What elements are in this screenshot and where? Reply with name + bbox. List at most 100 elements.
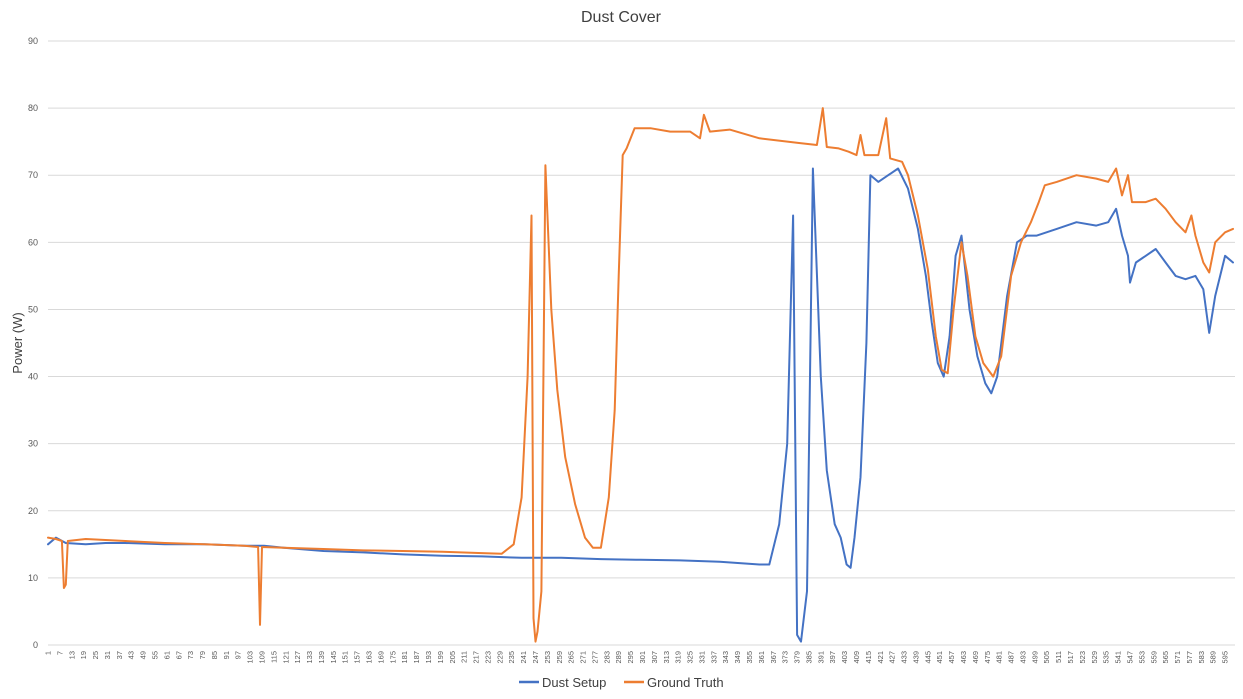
x-tick-label: 439	[911, 651, 920, 664]
x-axis-ticks: 1 7 13 19 25 31 37 43 49 55 61 67 73 79 85 91 97 103 109 11…	[44, 651, 1230, 664]
x-tick-label: 463	[959, 651, 968, 664]
x-tick-label: 127	[293, 651, 302, 664]
x-tick-label: 97	[234, 651, 243, 659]
x-tick-label: 379	[793, 651, 802, 664]
y-tick-label: 60	[28, 237, 38, 247]
x-tick-label: 361	[757, 651, 766, 664]
x-tick-label: 325	[686, 651, 695, 664]
x-tick-label: 565	[1161, 651, 1170, 664]
x-tick-label: 7	[55, 651, 64, 655]
x-tick-label: 397	[828, 651, 837, 664]
x-tick-label: 505	[1042, 651, 1051, 664]
x-tick-label: 457	[947, 651, 956, 664]
x-tick-label: 163	[365, 651, 374, 664]
y-tick-label: 70	[28, 170, 38, 180]
x-tick-label: 169	[376, 651, 385, 664]
chart-title: Dust Cover	[581, 9, 662, 26]
x-tick-label: 415	[864, 651, 873, 664]
series-lines	[47, 107, 1234, 643]
x-tick-label: 517	[1066, 651, 1075, 664]
x-tick-label: 445	[923, 651, 932, 664]
x-tick-label: 319	[674, 651, 683, 664]
x-tick-label: 67	[174, 651, 183, 659]
gridlines	[48, 40, 1235, 646]
x-tick-label: 421	[876, 651, 885, 664]
y-tick-label: 40	[28, 372, 38, 382]
x-tick-label: 595	[1221, 651, 1230, 664]
x-tick-label: 1	[44, 651, 53, 655]
x-tick-label: 241	[519, 651, 528, 664]
x-tick-label: 337	[709, 651, 718, 664]
x-tick-label: 211	[460, 651, 469, 663]
x-tick-label: 283	[602, 651, 611, 664]
x-tick-label: 313	[662, 651, 671, 664]
series-line-ground-truth	[47, 107, 1234, 643]
x-tick-label: 433	[900, 651, 909, 664]
x-tick-label: 403	[840, 651, 849, 664]
x-tick-label: 571	[1173, 651, 1182, 664]
x-tick-label: 115	[269, 651, 278, 663]
y-tick-label: 10	[28, 573, 38, 583]
x-tick-label: 217	[472, 651, 481, 664]
x-tick-label: 541	[1114, 651, 1123, 664]
x-tick-label: 469	[971, 651, 980, 664]
series-line-dust-setup	[47, 167, 1234, 643]
x-tick-label: 559	[1149, 651, 1158, 664]
x-tick-label: 187	[412, 651, 421, 664]
y-tick-label: 30	[28, 439, 38, 449]
y-tick-label: 20	[28, 506, 38, 516]
x-tick-label: 307	[650, 651, 659, 664]
y-axis-ticks: 0 10 20 30 40 50 60 70 80 90	[28, 36, 38, 650]
legend-label: Ground Truth	[647, 675, 724, 690]
x-tick-label: 205	[448, 651, 457, 664]
x-tick-label: 265	[567, 651, 576, 664]
x-tick-label: 487	[1007, 651, 1016, 664]
x-tick-label: 55	[151, 651, 160, 659]
y-tick-label: 50	[28, 304, 38, 314]
x-tick-label: 31	[103, 651, 112, 659]
x-tick-label: 481	[995, 651, 1004, 664]
x-tick-label: 43	[127, 651, 136, 659]
x-tick-label: 223	[483, 651, 492, 664]
x-tick-label: 49	[139, 651, 148, 659]
x-tick-label: 247	[531, 651, 540, 664]
x-tick-label: 391	[816, 651, 825, 664]
x-tick-label: 301	[638, 651, 647, 664]
x-tick-label: 367	[769, 651, 778, 664]
x-tick-label: 181	[400, 651, 409, 664]
x-tick-label: 511	[1054, 651, 1063, 663]
x-tick-label: 85	[210, 651, 219, 659]
x-tick-label: 589	[1209, 651, 1218, 664]
x-tick-label: 547	[1125, 651, 1134, 664]
legend-label: Dust Setup	[542, 675, 606, 690]
x-tick-label: 109	[258, 651, 267, 664]
y-tick-label: 90	[28, 36, 38, 46]
x-tick-label: 427	[888, 651, 897, 664]
x-tick-label: 577	[1185, 651, 1194, 664]
x-tick-label: 355	[745, 651, 754, 664]
x-tick-label: 373	[781, 651, 790, 664]
x-tick-label: 61	[162, 651, 171, 659]
x-tick-label: 409	[852, 651, 861, 664]
x-tick-label: 535	[1102, 651, 1111, 664]
x-tick-label: 499	[1030, 651, 1039, 664]
x-tick-label: 385	[804, 651, 813, 664]
x-tick-label: 13	[67, 651, 76, 659]
x-tick-label: 583	[1197, 651, 1206, 664]
x-tick-label: 133	[305, 651, 314, 664]
x-tick-label: 73	[186, 651, 195, 659]
x-tick-label: 229	[495, 651, 504, 664]
x-tick-label: 199	[436, 651, 445, 664]
x-tick-label: 37	[115, 651, 124, 659]
x-tick-label: 523	[1078, 651, 1087, 664]
x-tick-label: 25	[91, 651, 100, 659]
x-tick-label: 475	[983, 651, 992, 664]
y-tick-label: 80	[28, 103, 38, 113]
x-tick-label: 193	[424, 651, 433, 664]
x-tick-label: 103	[246, 651, 255, 664]
x-tick-label: 259	[555, 651, 564, 664]
x-tick-label: 79	[198, 651, 207, 659]
x-tick-label: 349	[733, 651, 742, 664]
y-tick-label: 0	[33, 640, 38, 650]
